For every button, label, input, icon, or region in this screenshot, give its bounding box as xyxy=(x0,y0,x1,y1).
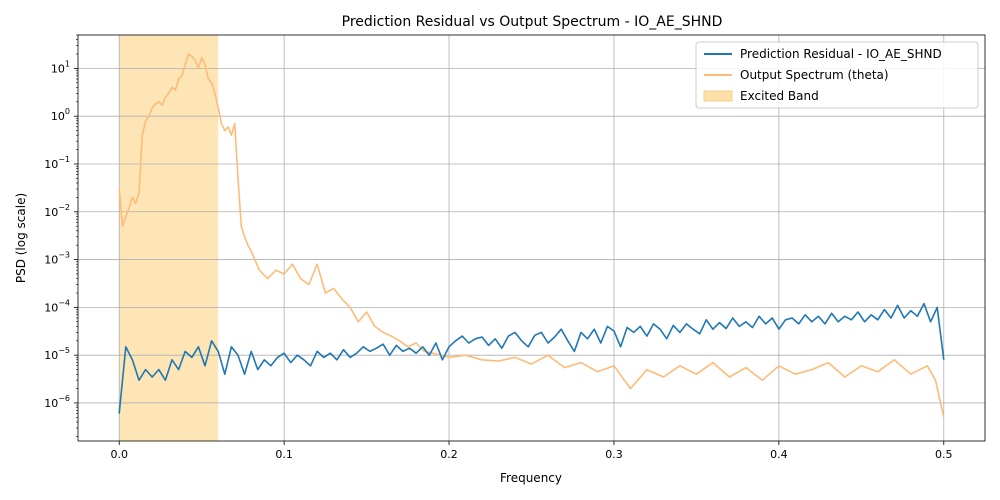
y-tick-label: 101 xyxy=(51,59,70,75)
x-tick-label: 0.4 xyxy=(770,448,788,461)
x-tick-label: 0.3 xyxy=(605,448,623,461)
series-line-output xyxy=(118,53,945,418)
series-line-residual xyxy=(118,302,945,414)
x-tick-label: 0.5 xyxy=(935,448,953,461)
y-tick-label: 10−5 xyxy=(44,346,70,362)
y-tick-label: 10−3 xyxy=(44,251,70,267)
legend: Prediction Residual - IO_AE_SHND Output S… xyxy=(695,41,979,109)
y-tick-label: 10−4 xyxy=(44,298,70,314)
legend-entry-band-label: Excited Band xyxy=(740,89,819,103)
excited-band xyxy=(119,35,219,441)
y-tick-label: 10−2 xyxy=(44,203,70,219)
y-tick-label: 10−1 xyxy=(44,155,70,171)
x-tick-label: 0.2 xyxy=(440,448,458,461)
x-tick-label: 0.1 xyxy=(275,448,293,461)
y-axis-label: PSD (log scale) xyxy=(14,193,28,283)
plot-area: 0.0 0.1 0.2 0.3 0.4 0.5 10−6 10−5 10−4 10−3 10−2 10… xyxy=(44,34,986,461)
legend-entry-residual-label: Prediction Residual - IO_AE_SHND xyxy=(740,47,942,61)
legend-box xyxy=(695,41,979,109)
x-axis-label: Frequency xyxy=(500,471,562,485)
legend-entry-output-label: Output Spectrum (theta) xyxy=(740,68,889,82)
chart-title: Prediction Residual vs Output Spectrum -… xyxy=(342,14,723,30)
x-tick-label: 0.0 xyxy=(110,448,128,461)
y-tick-label: 100 xyxy=(51,107,70,123)
axes-frame xyxy=(77,34,986,442)
legend-entry-band-swatch xyxy=(703,90,733,102)
y-tick-label: 10−6 xyxy=(44,394,70,410)
